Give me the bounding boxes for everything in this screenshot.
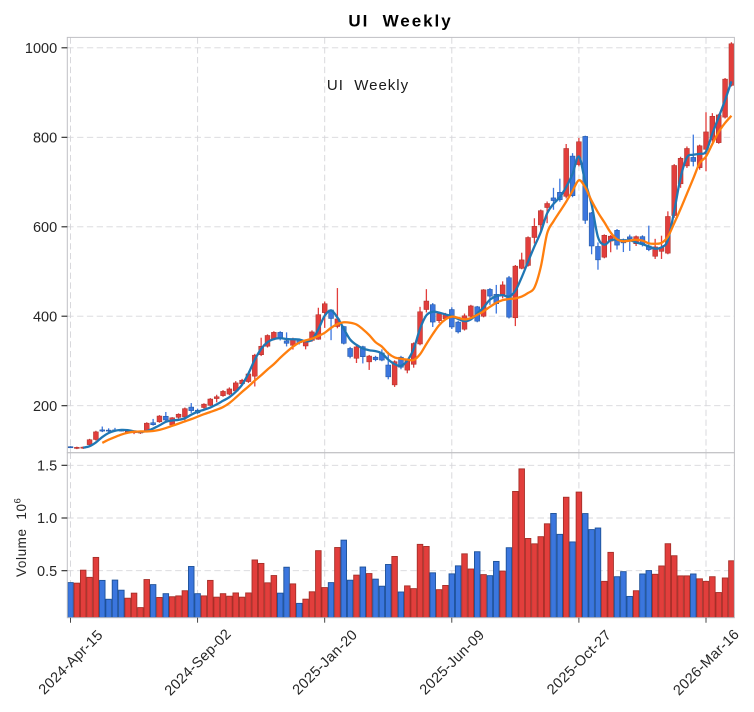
svg-text:0.5: 0.5 [37,564,57,580]
svg-text:UI Weekly: UI Weekly [327,77,409,94]
svg-text:600: 600 [33,220,57,236]
svg-text:1.0: 1.0 [37,511,57,527]
svg-text:UI Weekly: UI Weekly [348,12,452,31]
svg-text:800: 800 [33,131,57,147]
svg-text:200: 200 [33,399,57,415]
svg-text:1.5: 1.5 [37,459,57,475]
svg-text:1000: 1000 [25,41,57,57]
svg-text:400: 400 [33,309,57,325]
svg-text:Volume 106: Volume 106 [13,498,30,577]
